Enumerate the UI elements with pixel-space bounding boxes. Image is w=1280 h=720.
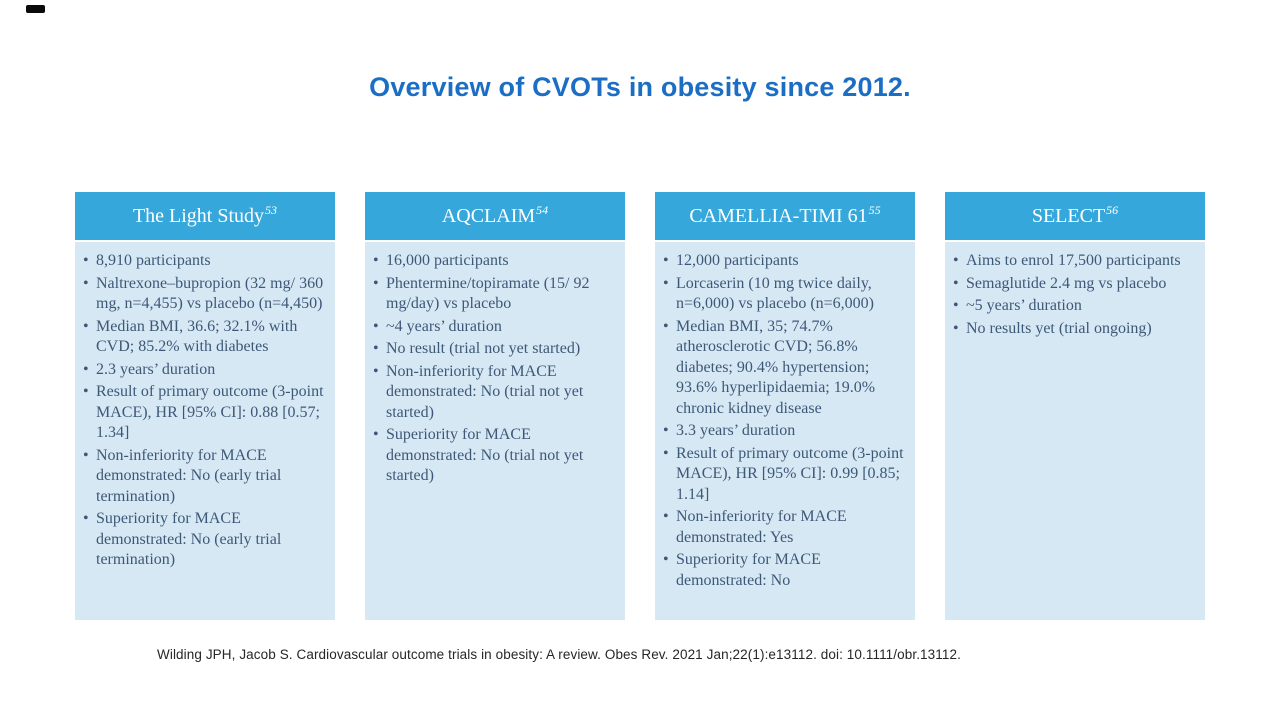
trial-card-select: SELECT 56 • Aims to enrol 17,500 participa… bbox=[945, 192, 1205, 620]
bullet-text: Superiority for MACE demonstrated: No (t… bbox=[386, 426, 584, 484]
bullet-icon: • bbox=[83, 274, 89, 292]
bullet-icon: • bbox=[663, 317, 669, 335]
bullet-icon: • bbox=[83, 446, 89, 464]
bullet-text: 2.3 years’ duration bbox=[96, 360, 216, 378]
bullet-text: Result of primary outcome (3-point MACE)… bbox=[676, 444, 904, 503]
list-item: • Aims to enrol 17,500 participants bbox=[953, 251, 1197, 272]
corner-mark bbox=[26, 5, 45, 13]
bullet-text: Non-inferiority for MACE demonstrated: N… bbox=[386, 362, 584, 421]
bullet-text: ~4 years’ duration bbox=[386, 317, 502, 335]
bullet-icon: • bbox=[663, 422, 669, 439]
list-item: • Superiority for MACE demonstrated: No bbox=[663, 550, 907, 591]
bullet-text: Aims to enrol 17,500 participants bbox=[966, 252, 1181, 269]
trial-title: CAMELLIA-TIMI 61 bbox=[689, 204, 868, 227]
bullet-text: 16,000 participants bbox=[386, 252, 509, 269]
bullet-text: Median BMI, 36.6; 32.1% with CVD; 85.2% … bbox=[96, 317, 298, 356]
list-item: • ~4 years’ duration bbox=[373, 317, 617, 338]
list-item: • Superiority for MACE demonstrated: No (… bbox=[83, 509, 327, 571]
bullet-icon: • bbox=[953, 297, 959, 314]
list-item: • Non-inferiority for MACE demonstrated: … bbox=[83, 446, 327, 508]
trial-card-header: AQCLAIM 54 bbox=[365, 192, 625, 240]
bullet-icon: • bbox=[83, 383, 89, 400]
bullet-icon: • bbox=[663, 252, 669, 269]
bullet-text: Naltrexone–bupropion (32 mg/ 360 mg, n=4… bbox=[96, 274, 324, 313]
bullet-text: Median BMI, 35; 74.7% atherosclerotic CV… bbox=[676, 317, 876, 417]
bullet-text: Superiority for MACE demonstrated: No bbox=[676, 551, 821, 589]
list-item: • ~5 years’ duration bbox=[953, 296, 1197, 317]
trial-card-aqclaim: AQCLAIM 54 • 16,000 participants • Phenterm… bbox=[365, 192, 625, 620]
bullet-icon: • bbox=[373, 362, 379, 380]
trial-bullet-list: • 16,000 participants • Phentermine/topira… bbox=[373, 251, 617, 487]
trial-bullet-list: • 12,000 participants • Lorcaserin (10 mg … bbox=[663, 251, 907, 591]
bullet-text: ~5 years’ duration bbox=[966, 297, 1082, 314]
bullet-text: No results yet (trial ongoing) bbox=[966, 319, 1152, 337]
trial-title: AQCLAIM bbox=[441, 204, 536, 227]
trial-card-header: CAMELLIA-TIMI 61 55 bbox=[655, 192, 915, 240]
trial-card-body: • Aims to enrol 17,500 participants • Sema… bbox=[945, 242, 1205, 620]
bullet-text: Result of primary outcome (3-point MACE)… bbox=[96, 383, 324, 441]
list-item: • Lorcaserin (10 mg twice daily, n=6,000)… bbox=[663, 274, 907, 315]
bullet-text: Semaglutide 2.4 mg vs placebo bbox=[966, 274, 1167, 292]
bullet-text: No result (trial not yet started) bbox=[386, 340, 581, 357]
list-item: • 16,000 participants bbox=[373, 251, 617, 272]
bullet-icon: • bbox=[953, 252, 959, 269]
bullet-text: Superiority for MACE demonstrated: No (e… bbox=[96, 510, 282, 568]
list-item: • Result of primary outcome (3-point MACE… bbox=[83, 382, 327, 444]
bullet-icon: • bbox=[373, 426, 379, 443]
trial-title: The Light Study bbox=[132, 204, 265, 227]
bullet-text: 8,910 participants bbox=[96, 252, 211, 269]
bullet-icon: • bbox=[83, 317, 89, 335]
bullet-text: Phentermine/topiramate (15/ 92 mg/day) v… bbox=[386, 274, 590, 313]
bullet-icon: • bbox=[373, 274, 379, 292]
bullet-icon: • bbox=[953, 319, 959, 337]
list-item: • Median BMI, 35; 74.7% atherosclerotic C… bbox=[663, 317, 907, 420]
list-item: • Non-inferiority for MACE demonstrated: … bbox=[373, 362, 617, 424]
bullet-text: Non-inferiority for MACE demonstrated: Y… bbox=[676, 508, 847, 546]
bullet-icon: • bbox=[953, 274, 959, 292]
list-item: • Phentermine/topiramate (15/ 92 mg/day) … bbox=[373, 274, 617, 315]
list-item: • 2.3 years’ duration bbox=[83, 360, 327, 381]
list-item: • Median BMI, 36.6; 32.1% with CVD; 85.2%… bbox=[83, 317, 327, 358]
bullet-text: Non-inferiority for MACE demonstrated: N… bbox=[96, 446, 282, 505]
list-item: • 8,910 participants bbox=[83, 251, 327, 272]
bullet-text: Lorcaserin (10 mg twice daily, n=6,000) … bbox=[676, 274, 875, 313]
trial-columns: The Light Study 53 • 8,910 participants • N… bbox=[75, 192, 1205, 620]
list-item: • No result (trial not yet started) bbox=[373, 339, 617, 360]
list-item: • 3.3 years’ duration bbox=[663, 421, 907, 442]
trial-card-body: • 16,000 participants • Phentermine/topira… bbox=[365, 242, 625, 620]
list-item: • 12,000 participants bbox=[663, 251, 907, 272]
trial-card-body: • 12,000 participants • Lorcaserin (10 mg … bbox=[655, 242, 915, 620]
list-item: • No results yet (trial ongoing) bbox=[953, 319, 1197, 340]
bullet-icon: • bbox=[83, 252, 89, 269]
bullet-text: 3.3 years’ duration bbox=[676, 422, 796, 439]
list-item: • Superiority for MACE demonstrated: No (… bbox=[373, 425, 617, 487]
bullet-icon: • bbox=[83, 510, 89, 527]
bullet-icon: • bbox=[663, 444, 669, 462]
bullet-text: 12,000 participants bbox=[676, 252, 799, 269]
list-item: • Semaglutide 2.4 mg vs placebo bbox=[953, 274, 1197, 295]
bullet-icon: • bbox=[663, 274, 669, 292]
bullet-icon: • bbox=[373, 340, 379, 357]
list-item: • Naltrexone–bupropion (32 mg/ 360 mg, n=… bbox=[83, 274, 327, 315]
trial-card-header: The Light Study 53 bbox=[75, 192, 335, 240]
bullet-icon: • bbox=[83, 360, 89, 378]
slide-title: Overview of CVOTs in obesity since 2012. bbox=[369, 72, 911, 102]
trial-card-light-study: The Light Study 53 • 8,910 participants • N… bbox=[75, 192, 335, 620]
bullet-icon: • bbox=[663, 508, 669, 525]
list-item: • Result of primary outcome (3-point MACE… bbox=[663, 444, 907, 506]
citation-text: Wilding JPH, Jacob S. Cardiovascular out… bbox=[157, 647, 961, 662]
trial-card-header: SELECT 56 bbox=[945, 192, 1205, 240]
trial-card-camellia-timi: CAMELLIA-TIMI 61 55 • 12,000 participants … bbox=[655, 192, 915, 620]
bullet-icon: • bbox=[373, 317, 379, 335]
trial-bullet-list: • Aims to enrol 17,500 participants • Sema… bbox=[953, 251, 1197, 339]
trial-bullet-list: • 8,910 participants • Naltrexone–bupropio… bbox=[83, 251, 327, 571]
list-item: • Non-inferiority for MACE demonstrated: … bbox=[663, 507, 907, 548]
bullet-icon: • bbox=[663, 551, 669, 568]
trial-title: SELECT bbox=[1031, 204, 1106, 227]
bullet-icon: • bbox=[373, 252, 379, 269]
trial-card-body: • 8,910 participants • Naltrexone–bupropio… bbox=[75, 242, 335, 620]
